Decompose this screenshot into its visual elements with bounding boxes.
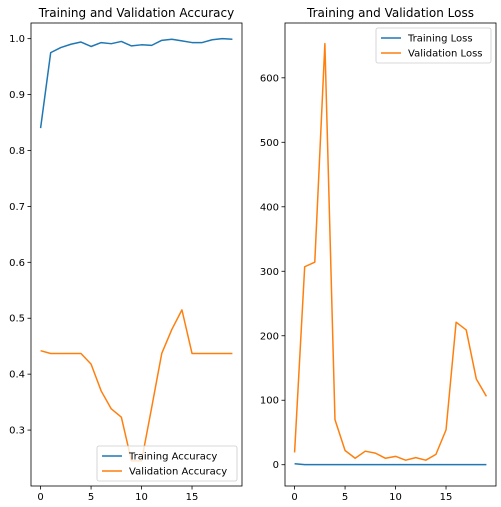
plot-frame — [30, 22, 243, 487]
y-tick-label: 1.0 — [9, 34, 25, 45]
y-tick-label: 0.7 — [9, 202, 25, 213]
x-tick-label: 0 — [291, 492, 297, 503]
y-tick-label: 100 — [260, 396, 279, 407]
chart-panel-1: Training and Validation Accuracy 0 5 10 15 0.… — [9, 6, 243, 503]
legend: Training Accuracy Validation Accuracy — [96, 445, 238, 482]
series-line-validation-loss — [293, 42, 488, 461]
y-tick-label: 0.6 — [9, 258, 25, 269]
x-tick-label: 15 — [440, 492, 453, 503]
x-tick-label: 5 — [342, 492, 348, 503]
y-tick-label: 200 — [260, 331, 279, 342]
chart-title: Training and Validation Accuracy — [38, 6, 234, 20]
legend-label: Training Accuracy — [128, 452, 217, 463]
series-line-training-loss — [294, 463, 487, 466]
y-tick-label: 300 — [260, 267, 279, 278]
legend-label: Validation Loss — [408, 49, 483, 60]
y-tick-label: 500 — [260, 138, 279, 149]
legend-box — [96, 445, 238, 482]
legend-label: Training Loss — [407, 34, 473, 45]
chart-title: Training and Validation Loss — [306, 6, 474, 20]
x-tick-label: 10 — [389, 492, 402, 503]
series-line-training-accuracy — [39, 37, 233, 129]
y-tick-label: 600 — [260, 73, 279, 84]
x-tick-label: 15 — [186, 492, 199, 503]
legend-box — [375, 27, 492, 64]
x-tick-label: 10 — [135, 492, 148, 503]
plot-frame — [284, 22, 497, 487]
y-tick-label: 0.5 — [9, 314, 25, 325]
y-tick-label: 0 — [273, 460, 279, 471]
y-tick-label: 400 — [260, 202, 279, 213]
legend: Training Loss Validation Loss — [375, 27, 492, 64]
series-line-validation-accuracy — [40, 309, 233, 462]
legend-label: Validation Accuracy — [129, 467, 227, 478]
y-tick-label: 0.9 — [9, 90, 25, 101]
x-tick-label: 0 — [37, 492, 43, 503]
y-tick-label: 0.8 — [9, 146, 25, 157]
x-tick-label: 5 — [88, 492, 94, 503]
chart-panel-2: Training and Validation Loss 0 5 10 15 0 100 20… — [260, 6, 497, 503]
y-tick-label: 0.4 — [9, 370, 25, 381]
y-tick-label: 0.3 — [9, 426, 25, 437]
